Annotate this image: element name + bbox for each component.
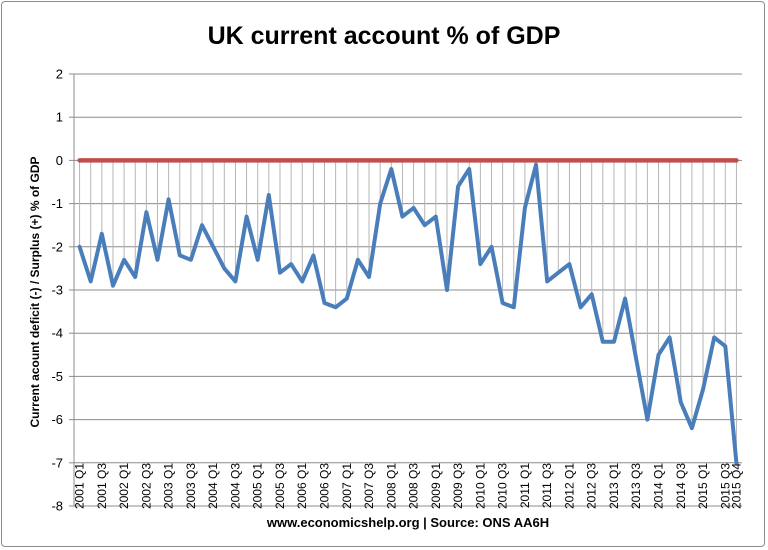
x-tick-label: 2001 Q1: [73, 463, 87, 509]
y-tick-label: 0: [56, 153, 63, 168]
x-tick-label: 2010 Q1: [473, 463, 487, 509]
x-tick-label: 2010 Q3: [496, 463, 510, 509]
y-axis-label: Current acount deficit (-) / Surplus (+)…: [28, 156, 42, 427]
x-tick-label: 2006 Q1: [295, 463, 309, 509]
series-line-current-account: [77, 162, 739, 465]
x-tick-label: 2002 Q3: [139, 463, 153, 509]
x-tick-label: 2012 Q3: [585, 463, 599, 509]
y-tick-label: 1: [56, 110, 63, 125]
x-tick-label: 2002 Q1: [117, 463, 131, 509]
x-tick-label: 2015 Q3: [718, 463, 732, 509]
x-tick-label: 2009 Q3: [451, 463, 465, 509]
x-tick-label: 2011 Q3: [540, 463, 554, 508]
x-axis-label: www.economicshelp.org | Source: ONS AA6H: [266, 515, 549, 530]
chart-title: UK current account % of GDP: [208, 22, 561, 50]
y-tick-label: -4: [51, 326, 63, 341]
x-tick-label: 2013 Q3: [629, 463, 643, 509]
y-tick-label: -2: [51, 239, 63, 254]
x-tick-label: 2008 Q1: [384, 463, 398, 509]
x-tick-label: 2014 Q3: [674, 463, 688, 509]
x-tick-label: 2003 Q1: [162, 463, 176, 509]
x-tick-label: 2012 Q1: [562, 463, 576, 509]
x-tick-label: 2004 Q3: [228, 463, 242, 509]
y-tick-label: -5: [51, 369, 63, 384]
x-tick-label: 2011 Q1: [518, 463, 532, 508]
x-tick-label: 2007 Q3: [362, 463, 376, 509]
y-tick-label: -7: [51, 455, 63, 470]
y-tick-label: 2: [56, 67, 63, 82]
y-tick-label: -6: [51, 412, 63, 427]
x-tick-label: 2013 Q1: [607, 463, 621, 509]
x-tick-label: 2007 Q1: [340, 463, 354, 509]
x-tick-label: 2014 Q1: [652, 463, 666, 509]
gridlines: [74, 73, 742, 507]
y-tick-label: -8: [51, 499, 63, 514]
y-tick-label: -1: [51, 196, 63, 211]
x-tick-label: 2005 Q3: [273, 463, 287, 509]
x-tick-label: 2015 Q4: [729, 463, 743, 509]
drop-lines: [79, 160, 737, 463]
x-tick-label: 2004 Q1: [206, 463, 220, 509]
x-tick-label: 2015 Q1: [696, 463, 710, 509]
x-tick-label: 2006 Q3: [318, 463, 332, 509]
x-tick-label: 2003 Q3: [184, 463, 198, 509]
x-tick-label: 2001 Q3: [95, 463, 109, 509]
x-axis-ticks: 2001 Q1 2001 Q3 2002 Q1 2002 Q3 2003 Q1 2003 …: [73, 463, 744, 509]
x-tick-label: 2008 Q3: [407, 463, 421, 509]
x-tick-label: 2009 Q1: [429, 463, 443, 509]
y-tick-label: -3: [51, 283, 63, 298]
series-lines: [77, 158, 739, 465]
x-tick-label: 2005 Q1: [251, 463, 265, 509]
y-axis-ticks: 2 1 0 -1 -2 -3 -4 -5 -6 -7 -8: [51, 67, 74, 514]
